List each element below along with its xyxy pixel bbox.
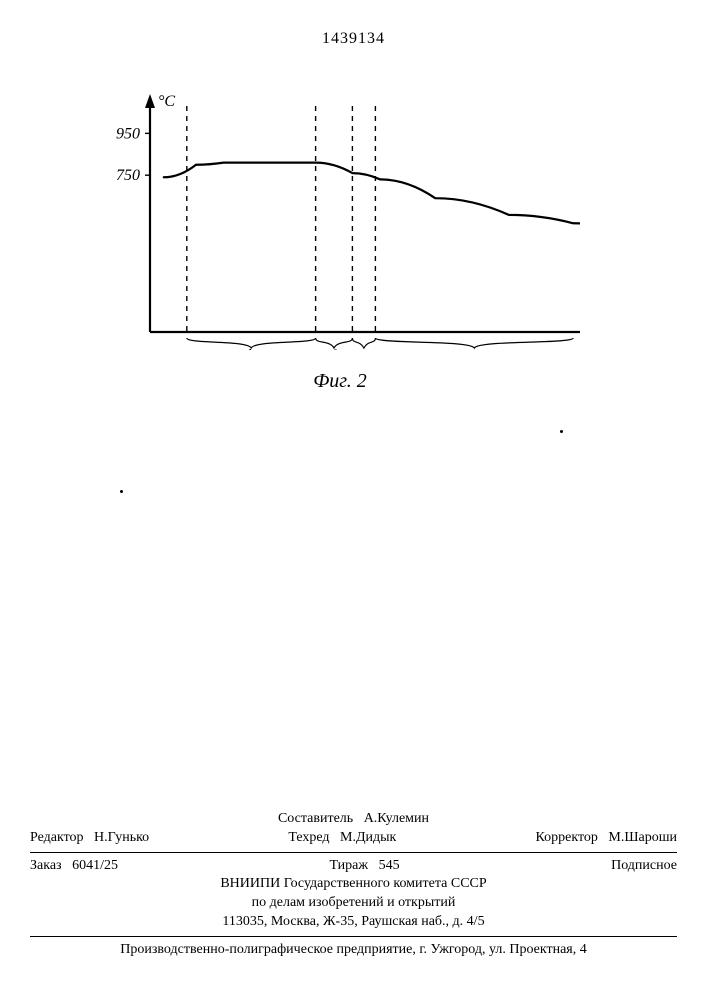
speck [560,430,563,433]
svg-text:коллектор: коллектор [439,347,510,350]
org-line-2: по делам изобретений и открытий [30,894,677,913]
compiler-name: А.Кулемин [364,811,429,826]
techred-label: Техред [288,830,329,845]
press-line: Производственно-полиграфическое предприя… [30,941,677,960]
editor-label: Редактор [30,830,84,845]
patent-number: 1439134 [0,30,707,48]
svg-text:750: 750 [116,167,140,184]
speck [120,490,123,493]
figure-label: Фиг. 2 [100,370,580,393]
svg-text:шов: шов [350,347,377,350]
print-run-label: Тираж [329,858,368,873]
corrector-label: Корректор [536,830,598,845]
editor-name: Н.Гунько [94,830,149,845]
svg-text:h: h [247,347,255,350]
temperature-chart: °C 750 950 h ℓ шов коллектор [100,90,580,350]
compiler-label: Составитель [278,811,353,826]
svg-text:°C: °C [158,93,175,110]
order-value: 6041/25 [72,858,118,873]
subscription: Подписное [611,858,677,873]
imprint-footer: Составитель А.Кулемин Редактор Н.Гунько … [30,810,677,960]
print-run-value: 545 [379,858,400,873]
corrector-name: М.Шароши [608,830,677,845]
svg-text:950: 950 [116,125,140,142]
org-line-3: 113035, Москва, Ж-35, Раушская наб., д. … [30,913,677,932]
org-line-1: ВНИИПИ Государственного комитета СССР [30,875,677,894]
order-label: Заказ [30,858,62,873]
techred-name: М.Дидык [340,830,396,845]
svg-text:ℓ: ℓ [331,347,338,350]
